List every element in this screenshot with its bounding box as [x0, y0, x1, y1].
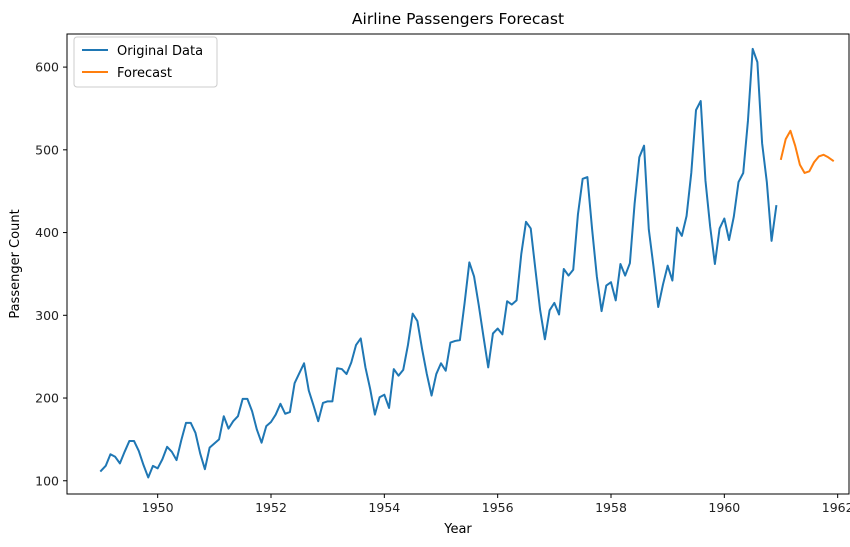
series-line-forecast: [779, 129, 835, 174]
legend-box: [73, 36, 218, 88]
series-line-original-data: [99, 47, 778, 479]
x-tick-label: 1952: [255, 500, 287, 515]
y-tick-label: 600: [35, 60, 59, 75]
legend: Original Data Forecast: [73, 36, 218, 88]
x-axis: 1950 1952 1954 1956 1958 1960 1962: [142, 494, 850, 515]
y-axis: 100 200 300 400 500 600: [35, 60, 67, 488]
series-group: [99, 47, 835, 479]
chart-title: Airline Passengers Forecast: [352, 10, 564, 28]
x-tick-label: 1956: [482, 500, 514, 515]
x-tick-label: 1954: [368, 500, 400, 515]
x-tick-label: 1960: [708, 500, 740, 515]
y-tick-label: 400: [35, 225, 59, 240]
x-tick-label: 1962: [822, 500, 850, 515]
y-tick-label: 200: [35, 391, 59, 406]
y-axis-label: Passenger Count: [8, 209, 23, 318]
x-tick-label: 1958: [595, 500, 627, 515]
x-tick-label: 1950: [142, 500, 174, 515]
plot-frame: [66, 33, 850, 495]
plot-area: [66, 33, 850, 495]
y-tick-label: 100: [35, 473, 59, 488]
y-tick-label: 500: [35, 142, 59, 157]
legend-label-forecast: Forecast: [117, 66, 172, 81]
y-tick-label: 300: [35, 308, 59, 323]
legend-label-original-data: Original Data: [117, 44, 203, 59]
x-axis-label: Year: [443, 522, 472, 537]
